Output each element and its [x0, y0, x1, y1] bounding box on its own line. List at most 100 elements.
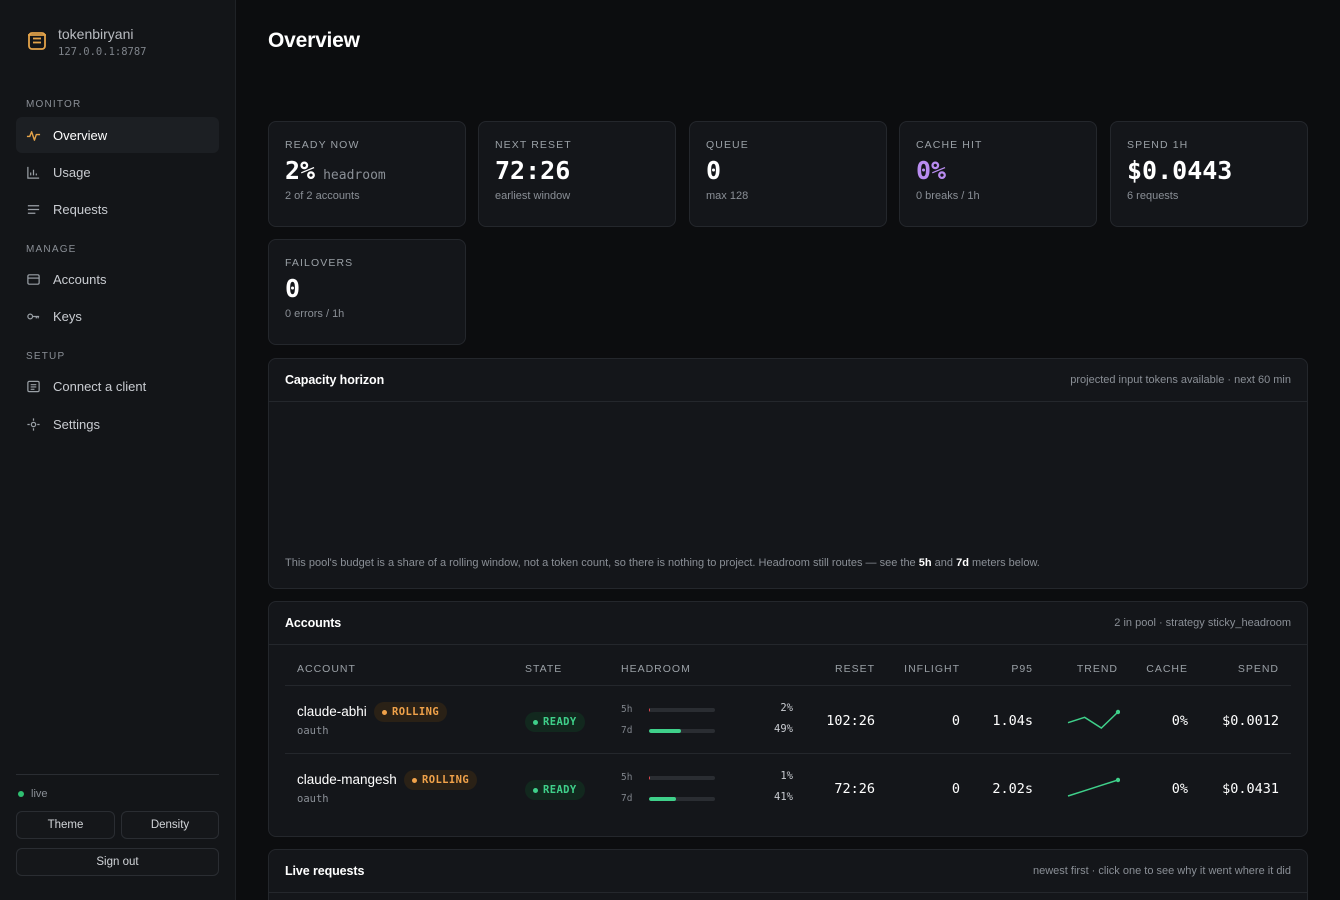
meter-5h-label: 5h	[621, 704, 633, 715]
capacity-note: This pool's budget is a share of a rolli…	[285, 557, 1040, 569]
meter-5h-label: 5h	[621, 772, 633, 783]
sidebar-item-connect-client[interactable]: Connect a client	[16, 368, 219, 404]
reset-value: 72:26	[834, 781, 875, 797]
sidebar: tokenbiryani 127.0.0.1:8787 MONITOR Over…	[0, 0, 236, 900]
live-dot-icon	[18, 791, 24, 797]
sidebar-item-overview[interactable]: Overview	[16, 117, 219, 153]
state-label: READY	[543, 784, 577, 796]
stat-label: NEXT RESET	[495, 139, 572, 151]
nav-section-monitor: MONITOR	[26, 99, 82, 110]
stat-spend-1h: SPEND 1H $0.0443 6 requests	[1110, 121, 1308, 227]
live-requests-meta: newest first · click one to see why it w…	[1033, 865, 1291, 877]
col-headroom[interactable]: HEADROOM	[621, 663, 691, 675]
stat-label: CACHE HIT	[916, 139, 983, 151]
reset-value: 102:26	[826, 713, 875, 729]
account-name: claude-abhi	[297, 704, 367, 719]
trend-line	[1067, 779, 1119, 797]
live-status-label: live	[31, 788, 48, 800]
meter-7d-fill	[649, 729, 682, 733]
page-title: Overview	[268, 29, 360, 52]
note-7d: 7d	[956, 557, 969, 569]
stat-value: 72:26	[495, 156, 571, 185]
density-button[interactable]: Density	[121, 811, 219, 839]
rolling-badge: ROLLING	[374, 702, 448, 722]
gear-icon	[27, 417, 40, 431]
logo-icon	[28, 32, 46, 50]
meter-5h-fill	[649, 776, 650, 780]
sidebar-item-usage[interactable]: Usage	[16, 154, 219, 190]
cache-value: 0%	[1171, 713, 1188, 729]
sidebar-item-label: Keys	[53, 308, 82, 324]
col-p95[interactable]: P95	[1011, 663, 1033, 675]
account-name: claude-mangesh	[297, 772, 397, 787]
nav-section-setup: SETUP	[26, 351, 66, 362]
stat-value: 0	[285, 274, 301, 303]
meter-7d-fill	[649, 797, 677, 801]
sign-out-button[interactable]: Sign out	[16, 848, 219, 876]
nav-section-manage: MANAGE	[26, 244, 77, 255]
p95-value: 1.04s	[992, 713, 1033, 729]
list-icon	[27, 204, 40, 214]
state-label: READY	[543, 716, 577, 728]
col-account[interactable]: ACCOUNT	[297, 663, 356, 675]
live-requests-title: Live requests	[285, 864, 365, 878]
bar-chart-icon	[27, 166, 40, 179]
cache-value: 0%	[1171, 781, 1188, 797]
sidebar-item-label: Requests	[53, 201, 108, 217]
theme-button[interactable]: Theme	[16, 811, 115, 839]
badge-label: ROLLING	[422, 774, 470, 786]
note-5h: 5h	[918, 557, 932, 569]
col-state[interactable]: STATE	[525, 663, 563, 675]
meter-7d-label: 7d	[621, 793, 633, 804]
col-spend[interactable]: SPEND	[1237, 663, 1279, 675]
state-badge: READY	[525, 780, 585, 800]
meter-7d-label: 7d	[621, 725, 633, 736]
stat-cache-hit: CACHE HIT 0% 0 breaks / 1h	[899, 121, 1097, 227]
capacity-title: Capacity horizon	[285, 373, 385, 387]
table-row[interactable]: claude-mangesh ROLLING oauth READY 5h 1%…	[285, 753, 1291, 821]
meter-5h-pct: 1%	[780, 770, 793, 782]
col-cache[interactable]: CACHE	[1146, 663, 1188, 675]
sidebar-item-settings[interactable]: Settings	[16, 406, 219, 442]
stat-sub: 0 breaks / 1h	[916, 190, 980, 202]
meter-7d-pct: 49%	[774, 723, 793, 735]
sidebar-item-label: Accounts	[53, 271, 107, 287]
pulse-icon	[26, 130, 41, 141]
stat-sub: 0 errors / 1h	[285, 308, 345, 320]
stat-sub: max 128	[706, 190, 749, 202]
stat-number: 2%	[285, 156, 316, 185]
inflight-value: 0	[951, 781, 960, 797]
sidebar-item-accounts[interactable]: Accounts	[16, 261, 219, 297]
brand-address: 127.0.0.1:8787	[58, 46, 147, 58]
card-icon	[27, 273, 40, 285]
stat-sub: 6 requests	[1127, 190, 1179, 202]
stat-sub: earliest window	[495, 190, 571, 202]
col-inflight[interactable]: INFLIGHT	[904, 663, 960, 675]
col-reset[interactable]: RESET	[834, 663, 875, 675]
brand[interactable]: tokenbiryani 127.0.0.1:8787	[26, 26, 147, 58]
stat-value: 0	[706, 156, 722, 185]
col-trend[interactable]: TREND	[1076, 663, 1118, 675]
sidebar-item-label: Connect a client	[53, 378, 147, 394]
capacity-meta: projected input tokens available · next …	[1070, 374, 1291, 386]
stat-failovers: FAILOVERS 0 0 errors / 1h	[268, 239, 466, 345]
stat-next-reset: NEXT RESET 72:26 earliest window	[478, 121, 676, 227]
stat-value: 0%	[916, 156, 947, 185]
stat-label: FAILOVERS	[285, 257, 354, 269]
note-after: meters below.	[971, 557, 1040, 569]
note-text: This pool's budget is a share of a rolli…	[285, 557, 916, 569]
brand-name: tokenbiryani	[58, 26, 134, 42]
accounts-meta: 2 in pool · strategy sticky_headroom	[1114, 617, 1291, 629]
table-row[interactable]: claude-abhi ROLLING oauth READY 5h 2% 7d…	[285, 685, 1291, 753]
sidebar-item-requests[interactable]: Requests	[16, 191, 219, 227]
sidebar-item-keys[interactable]: Keys	[16, 298, 219, 334]
note-and: and	[934, 557, 954, 569]
stat-label: QUEUE	[706, 139, 749, 151]
badge-label: ROLLING	[392, 706, 440, 718]
badge-dot-icon	[382, 709, 387, 715]
account-auth: oauth	[297, 793, 329, 805]
stat-label: READY NOW	[285, 139, 360, 151]
inflight-value: 0	[951, 713, 960, 729]
accounts-title: Accounts	[285, 616, 342, 630]
sidebar-item-label: Settings	[53, 416, 100, 432]
